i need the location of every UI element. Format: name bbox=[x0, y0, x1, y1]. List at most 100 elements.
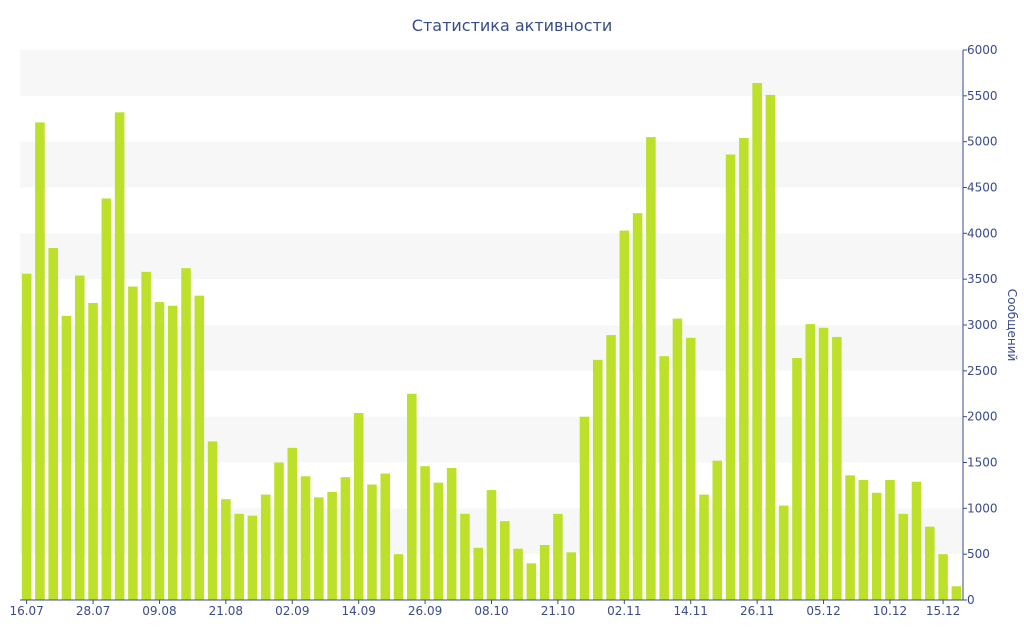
bar bbox=[260, 494, 271, 600]
x-tick-label: 14.11 bbox=[674, 604, 708, 618]
bar bbox=[792, 358, 802, 600]
bar bbox=[592, 359, 603, 600]
bar bbox=[672, 318, 683, 600]
bar bbox=[327, 491, 337, 600]
bar bbox=[858, 479, 869, 600]
x-tick-label: 26.09 bbox=[408, 604, 442, 618]
y-tick-label: 0 bbox=[967, 593, 975, 607]
bar bbox=[473, 547, 483, 600]
bar bbox=[207, 441, 218, 600]
y-tick-label: 3500 bbox=[967, 272, 998, 286]
bar bbox=[194, 295, 205, 600]
bar bbox=[911, 481, 922, 600]
bar bbox=[486, 490, 497, 600]
bar bbox=[314, 497, 324, 600]
x-tick-label: 21.10 bbox=[541, 604, 575, 618]
grid-band bbox=[20, 233, 963, 280]
y-tick-label: 6000 bbox=[967, 43, 998, 57]
bar bbox=[460, 513, 470, 600]
x-tick-label: 21.08 bbox=[209, 604, 243, 618]
bar bbox=[712, 460, 723, 600]
bar bbox=[646, 137, 656, 600]
x-tick-label: 09.08 bbox=[142, 604, 176, 618]
bar bbox=[885, 479, 895, 600]
bar bbox=[393, 554, 404, 600]
bar bbox=[21, 273, 32, 600]
y-tick-label: 5000 bbox=[967, 135, 998, 149]
x-tick-label: 02.11 bbox=[607, 604, 641, 618]
bar bbox=[167, 305, 178, 600]
x-tick-label: 16.07 bbox=[9, 604, 43, 618]
bar bbox=[579, 416, 590, 600]
bar bbox=[951, 586, 962, 600]
bar bbox=[871, 492, 882, 600]
bar bbox=[407, 393, 417, 600]
bar bbox=[500, 521, 510, 600]
bar bbox=[287, 447, 298, 600]
bar bbox=[566, 552, 576, 600]
bar bbox=[234, 513, 244, 600]
grid-band bbox=[20, 141, 963, 188]
x-tick-labels: 16.07 28.07 09.08 21.08 02.09 14.09 26.09 08.10… bbox=[9, 604, 960, 618]
x-tick-label: 15.12 bbox=[926, 604, 960, 618]
bar bbox=[832, 336, 842, 600]
bar bbox=[553, 513, 563, 600]
bar bbox=[752, 83, 762, 600]
bar bbox=[353, 413, 364, 600]
bar bbox=[818, 327, 829, 600]
bar bbox=[154, 302, 165, 600]
bar bbox=[35, 122, 45, 601]
y-tick-label: 5500 bbox=[967, 89, 998, 103]
y-tick-label: 4000 bbox=[967, 226, 998, 240]
y-tick-label: 3000 bbox=[967, 318, 998, 332]
x-tick-label: 26.11 bbox=[740, 604, 774, 618]
bar bbox=[659, 356, 669, 600]
bar bbox=[632, 213, 643, 601]
bar bbox=[181, 268, 191, 600]
bar bbox=[938, 554, 948, 600]
bar bbox=[74, 275, 85, 600]
bar bbox=[685, 337, 696, 600]
bar bbox=[606, 335, 616, 600]
bar bbox=[845, 475, 855, 600]
chart-title: Статистика активности bbox=[412, 16, 612, 35]
bar bbox=[61, 315, 72, 600]
bar bbox=[446, 468, 457, 600]
bar bbox=[739, 138, 749, 600]
bar bbox=[141, 271, 151, 600]
bar bbox=[539, 545, 550, 600]
y-tick-label: 2500 bbox=[967, 364, 998, 378]
bar bbox=[48, 248, 58, 600]
y-tick-label: 2000 bbox=[967, 410, 998, 424]
bar bbox=[380, 473, 391, 600]
bar bbox=[805, 324, 816, 600]
bar bbox=[300, 476, 311, 600]
y-tick-label: 4500 bbox=[967, 181, 998, 195]
bar bbox=[898, 513, 909, 600]
bar bbox=[619, 230, 630, 600]
bar bbox=[88, 303, 98, 600]
bar bbox=[221, 499, 231, 600]
x-tick-label: 14.09 bbox=[342, 604, 376, 618]
bar bbox=[128, 286, 138, 600]
axes bbox=[20, 49, 967, 604]
bar bbox=[526, 563, 537, 600]
bar bbox=[433, 482, 444, 600]
y-tick-label: 500 bbox=[967, 547, 990, 561]
bar bbox=[247, 515, 258, 600]
y-tick-labels: 0 500 1000 1500 2000 2500 3000 3500 4000 4500 5000… bbox=[967, 43, 998, 607]
bar bbox=[778, 505, 789, 600]
bar-series bbox=[21, 83, 962, 601]
bar bbox=[725, 154, 736, 600]
x-tick-label: 08.10 bbox=[474, 604, 508, 618]
bar bbox=[114, 112, 125, 600]
y-tick-label: 1000 bbox=[967, 501, 998, 515]
x-tick-label: 28.07 bbox=[76, 604, 110, 618]
bar bbox=[420, 466, 430, 600]
bar bbox=[765, 94, 776, 601]
bar bbox=[274, 462, 284, 600]
x-tick-label: 05.12 bbox=[806, 604, 840, 618]
bar bbox=[101, 198, 112, 600]
